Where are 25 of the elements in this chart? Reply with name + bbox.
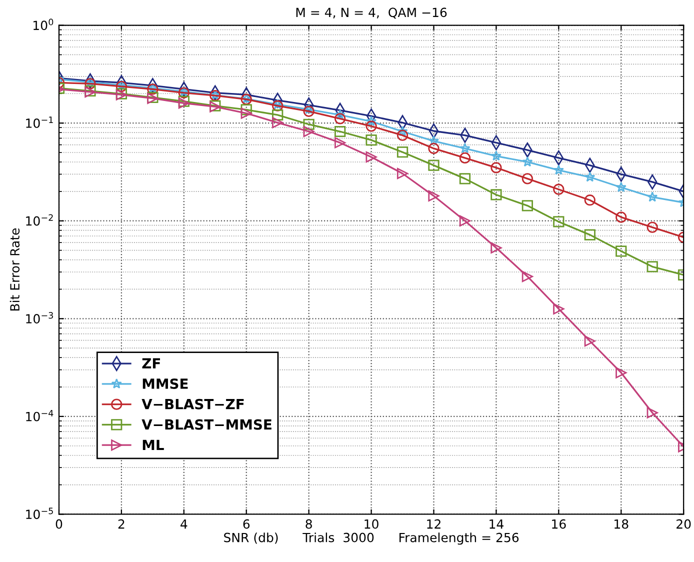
y-tick-label: 10$^{−4}$ (26, 410, 54, 422)
y-tick-label: 10$^{−2}$ (26, 214, 53, 226)
legend-label: V−BLAST−MMSE (142, 419, 272, 430)
y-tick-label: 10$^{−3}$ (26, 312, 53, 324)
x-tick-label: 18 (614, 519, 628, 529)
x-tick-label: 2 (118, 519, 124, 529)
x-tick-label: 16 (552, 519, 566, 529)
x-axis-title: SNR (db) Trials 3000 Framelength = 256 (224, 532, 519, 545)
y-tick-label: 10$^{−1}$ (26, 116, 53, 128)
x-tick-label: 4 (180, 519, 188, 529)
y-tick-label: 10$^{−5}$ (26, 508, 53, 520)
x-tick-label: 6 (243, 519, 250, 529)
legend-label: ZF (142, 358, 160, 368)
x-tick-label: 20 (676, 519, 691, 529)
x-tick-label: 12 (427, 519, 440, 529)
y-tick-label: 10$^{0}$ (34, 18, 54, 30)
x-tick-label: 8 (306, 519, 312, 529)
legend-label: V−BLAST−ZF (142, 398, 244, 410)
legend-label: MMSE (142, 378, 188, 389)
y-axis-title: Bit Error Rate (10, 228, 20, 311)
x-tick-label: 10 (364, 519, 378, 529)
x-tick-label: 14 (490, 519, 504, 529)
chart-title: M = 4, N = 4, QAM −16 (296, 8, 447, 19)
legend-label: ML (142, 440, 164, 450)
x-tick-label: 0 (56, 519, 62, 529)
